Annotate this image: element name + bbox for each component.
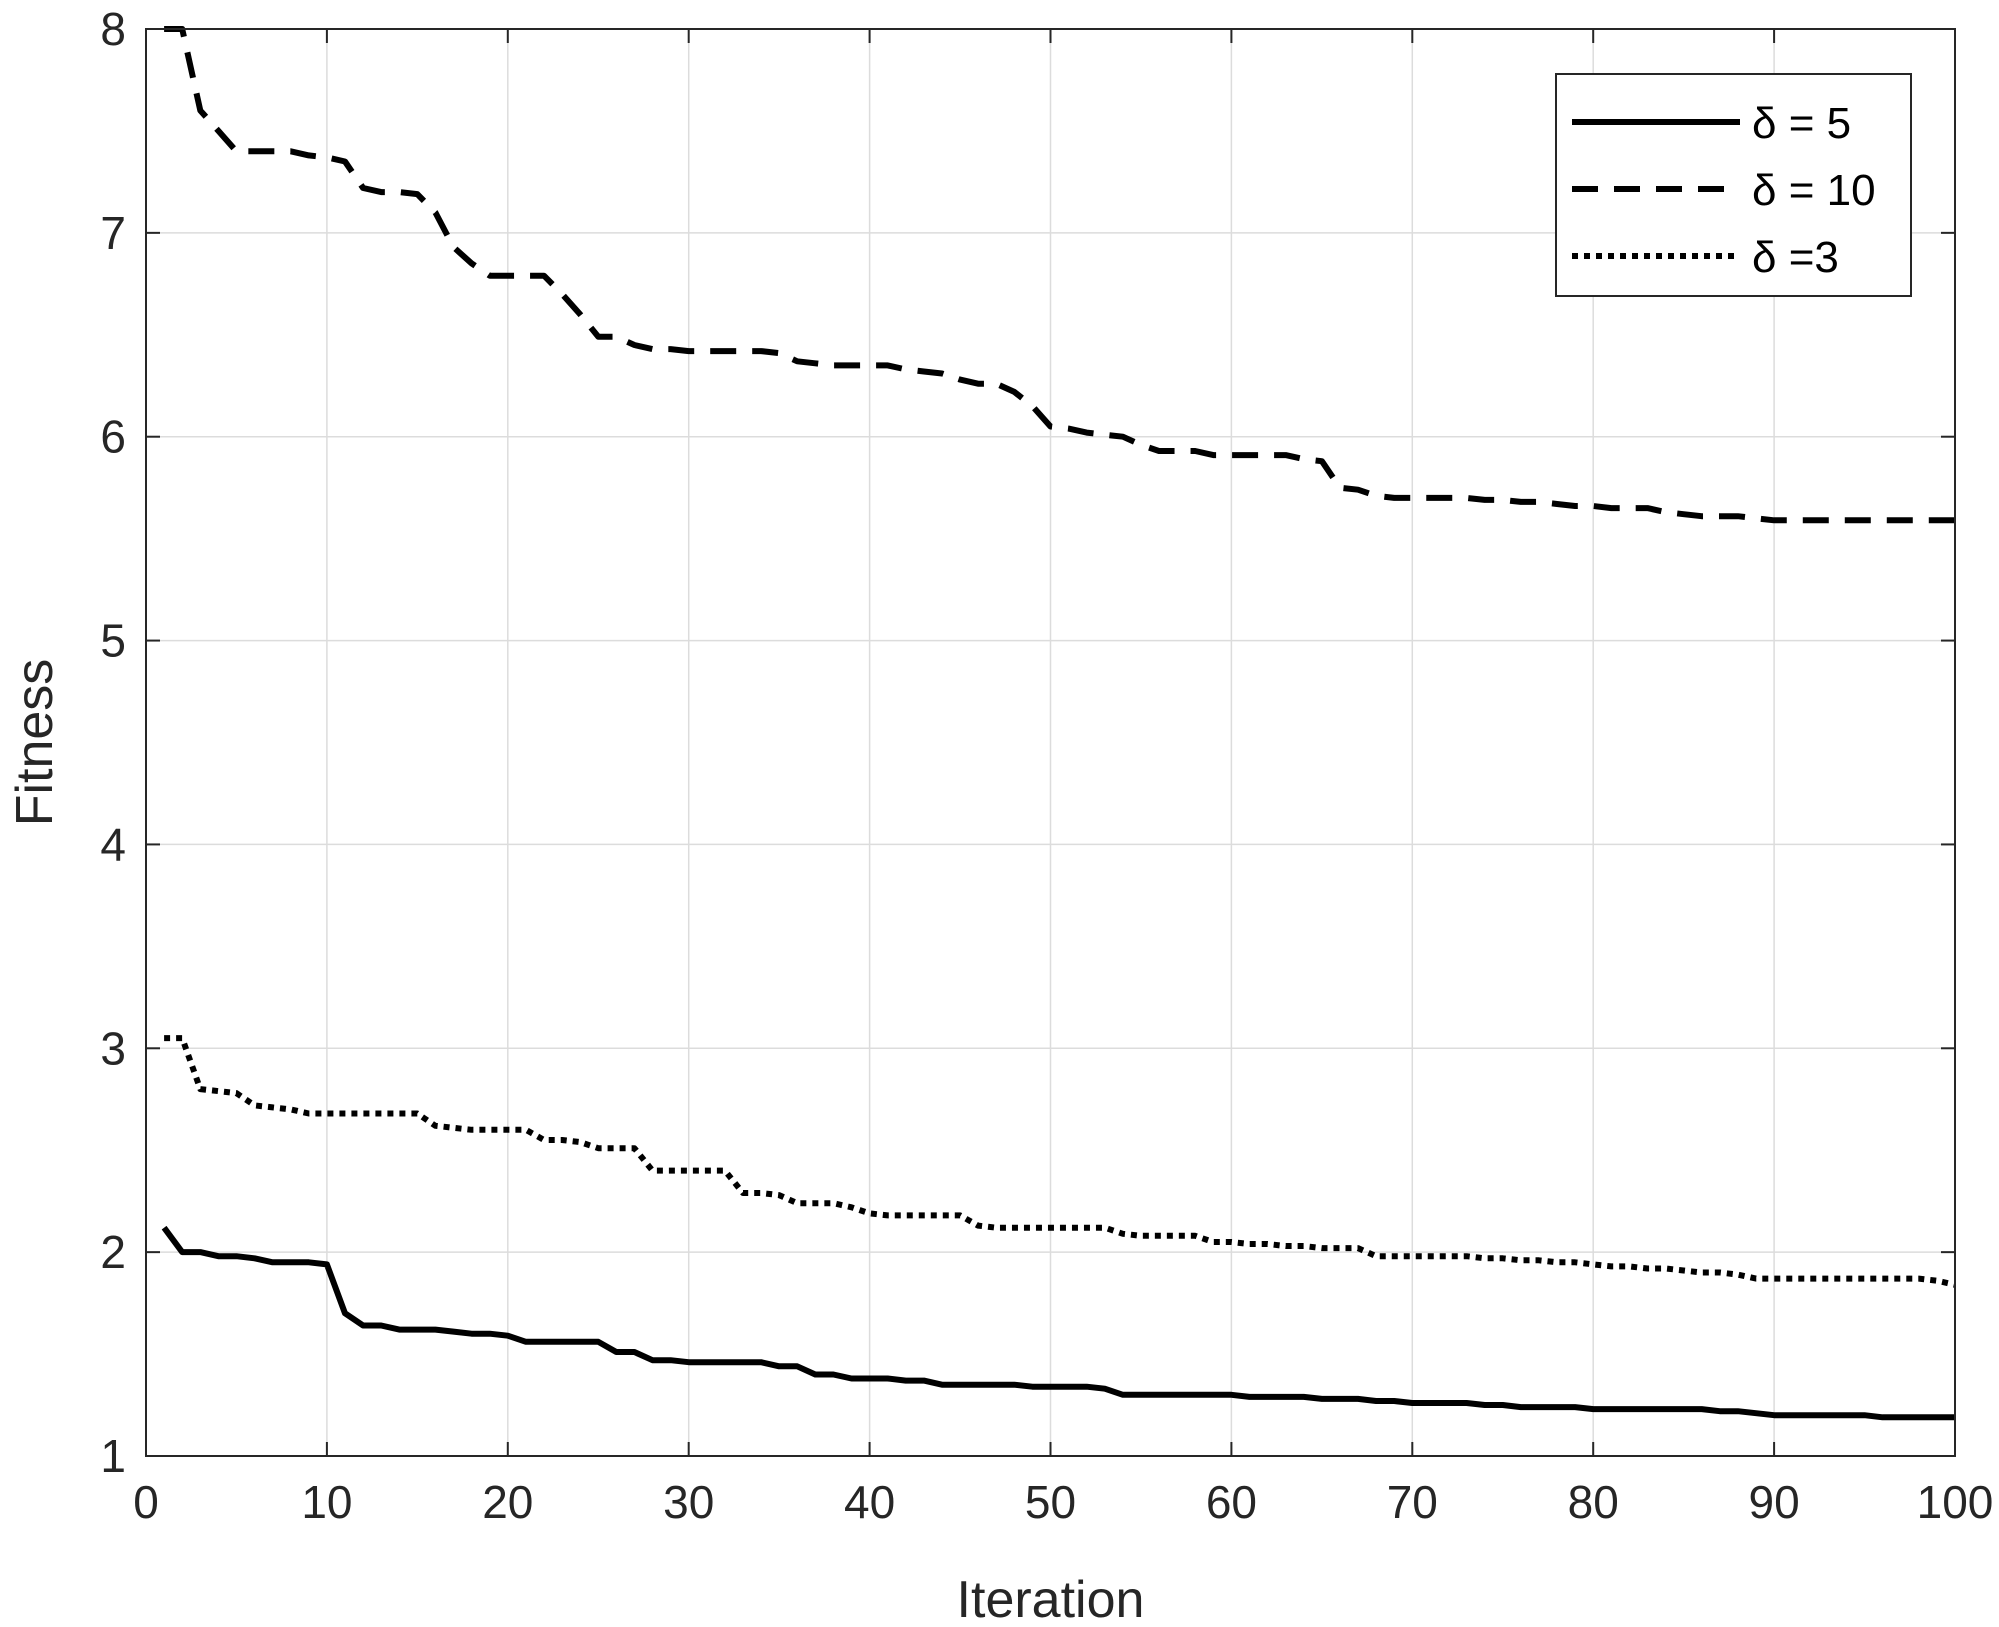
series-lines [161, 26, 1956, 1421]
x-tick-label: 30 [663, 1476, 714, 1528]
y-axis-label: Fitness [6, 659, 64, 827]
x-tick-label: 90 [1749, 1476, 1800, 1528]
series-line-3 [164, 1035, 1956, 1288]
legend-label: δ =3 [1752, 233, 1839, 282]
x-tick-label: 70 [1387, 1476, 1438, 1528]
y-tick-label: 1 [100, 1430, 126, 1482]
legend-label: δ = 10 [1752, 166, 1876, 215]
x-tick-label: 0 [133, 1476, 159, 1528]
series-line-1 [161, 1225, 1955, 1421]
y-tick-label: 2 [100, 1226, 126, 1278]
x-tick-label: 40 [844, 1476, 895, 1528]
x-axis-label: Iteration [957, 1571, 1145, 1627]
y-tick-label: 3 [100, 1022, 126, 1074]
legend: δ = 5 δ = 10 δ =3 [1555, 73, 1912, 297]
series-line-2 [164, 26, 1955, 524]
y-tick-label: 5 [100, 615, 126, 667]
y-tick-label: 6 [100, 411, 126, 463]
legend-box [1555, 73, 1912, 297]
x-tick-label: 10 [301, 1476, 352, 1528]
y-tick-label: 8 [100, 3, 126, 55]
x-tick-label: 80 [1568, 1476, 1619, 1528]
x-tick-label: 20 [482, 1476, 533, 1528]
x-tick-label: 50 [1025, 1476, 1076, 1528]
ticks: 0 10 20 30 40 50 60 70 80 90 100 1 2 3 4 5 6 7 8 [100, 3, 1993, 1528]
legend-label: δ = 5 [1752, 99, 1851, 148]
x-tick-label: 100 [1917, 1476, 1994, 1528]
y-tick-label: 7 [100, 207, 126, 259]
x-tick-label: 60 [1206, 1476, 1257, 1528]
y-tick-label: 4 [100, 818, 126, 870]
